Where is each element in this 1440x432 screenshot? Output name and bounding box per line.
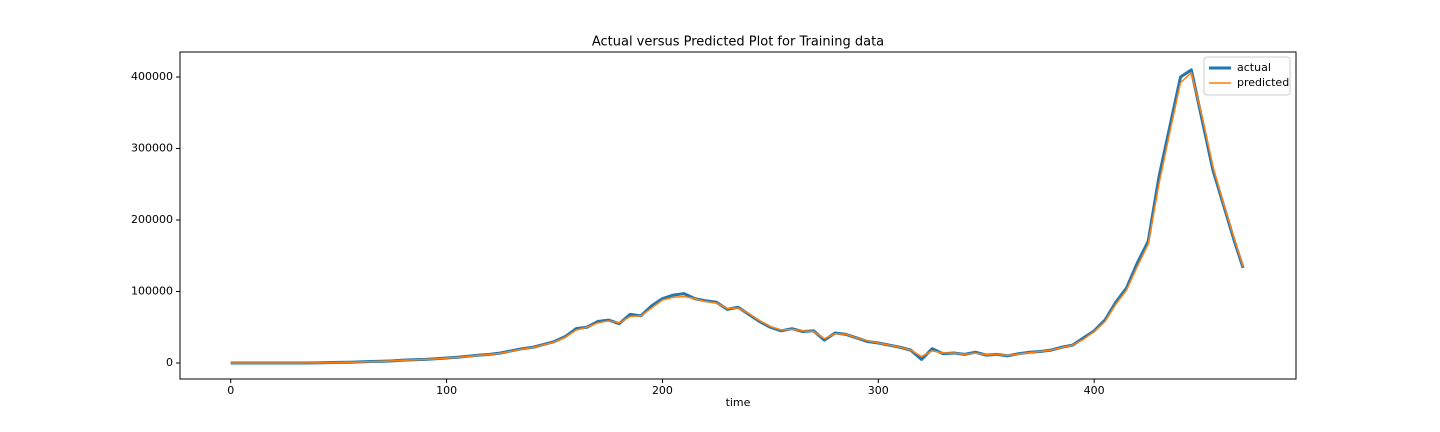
y-tick-label: 200000	[131, 213, 173, 226]
y-tick-label: 400000	[131, 70, 173, 83]
legend-label: actual	[1237, 61, 1271, 74]
chart-title: Actual versus Predicted Plot for Trainin…	[592, 35, 884, 50]
x-tick-label: 200	[652, 384, 673, 397]
y-tick-label: 0	[166, 356, 173, 369]
x-tick-label: 300	[868, 384, 889, 397]
x-tick-label: 100	[436, 384, 457, 397]
y-tick-label: 300000	[131, 142, 173, 155]
x-axis-label: time	[726, 396, 751, 409]
series-line	[230, 68, 1245, 365]
series-line	[230, 71, 1244, 364]
y-tick-label: 100000	[131, 284, 173, 297]
x-tick-label: 0	[227, 384, 234, 397]
x-tick-label: 400	[1084, 384, 1105, 397]
plot-frame	[179, 51, 1297, 380]
legend-label: predicted	[1237, 76, 1289, 89]
